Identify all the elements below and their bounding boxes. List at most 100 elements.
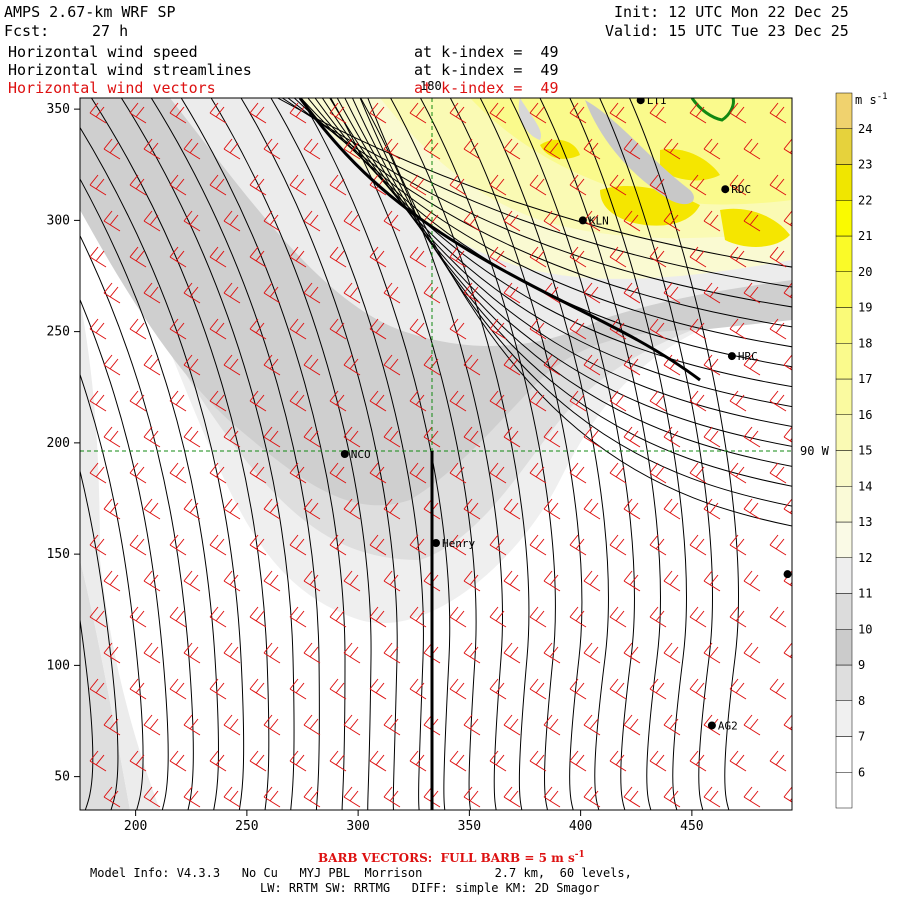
wind-barb xyxy=(343,282,361,304)
wind-barb xyxy=(329,462,347,484)
wind-barb xyxy=(743,642,761,664)
wind-barb xyxy=(409,462,427,484)
wind-barb xyxy=(689,750,707,772)
wind-barb xyxy=(769,606,787,628)
wind-barb xyxy=(609,606,627,628)
wind-barb xyxy=(609,390,627,412)
wind-barb xyxy=(463,138,481,160)
wind-barb xyxy=(369,606,387,628)
wind-barb xyxy=(183,210,201,232)
wind-barb xyxy=(209,750,227,772)
wind-barb xyxy=(129,462,147,484)
wind-barb xyxy=(263,210,281,232)
wind-barb xyxy=(169,462,187,484)
wind-barb xyxy=(383,138,401,160)
wind-barb xyxy=(183,714,201,736)
init-time: Init: 12 UTC Mon 22 Dec 25 xyxy=(614,3,849,21)
wind-barb xyxy=(569,606,587,628)
wind-barb xyxy=(263,138,281,160)
wind-barb xyxy=(649,606,667,628)
wind-barb xyxy=(729,174,747,196)
colorbar-swatch xyxy=(835,128,853,165)
meridian-label: 180 xyxy=(420,79,442,93)
wind-barb xyxy=(449,102,467,124)
wind-barb xyxy=(569,318,587,340)
colorbar-swatch xyxy=(835,271,853,308)
wind-barb xyxy=(729,534,747,556)
wind-barb xyxy=(103,498,121,520)
wind-barb xyxy=(529,462,547,484)
wind-barb xyxy=(249,102,267,124)
wind-barb xyxy=(303,282,321,304)
wind-barb xyxy=(543,138,561,160)
field-name-vectors: Horizontal wind vectors xyxy=(8,79,216,97)
colorbar-level: 18 xyxy=(858,336,872,350)
wind-barb xyxy=(383,498,401,520)
colorbar-level: 7 xyxy=(858,730,865,744)
wind-barb xyxy=(249,246,267,268)
physics-info: LW: RRTM SW: RRTMG DIFF: simple KM: 2D S… xyxy=(260,881,600,895)
wind-barb xyxy=(89,102,107,124)
station-label: HRC xyxy=(738,350,758,363)
colorbar-swatch xyxy=(835,92,853,129)
wind-barb xyxy=(143,426,161,448)
streamline xyxy=(344,98,792,467)
wind-barb xyxy=(583,426,601,448)
wind-barb xyxy=(503,354,521,376)
x-tick-label: 350 xyxy=(458,819,481,834)
wind-barb xyxy=(169,174,187,196)
wind-barb xyxy=(329,750,347,772)
x-axis: 200 250 300 350 400 450 xyxy=(124,810,704,834)
wind-barb xyxy=(329,678,347,700)
wind-barb xyxy=(689,318,707,340)
wind-barb xyxy=(703,570,721,592)
wind-barb xyxy=(623,210,641,232)
wind-barb xyxy=(409,678,427,700)
wind-barb xyxy=(223,714,241,736)
wind-barb xyxy=(369,390,387,412)
wind-barb xyxy=(409,102,427,124)
station-label: KLN xyxy=(589,214,609,227)
wind-barb xyxy=(89,606,107,628)
wind-barb xyxy=(183,498,201,520)
wind-barb xyxy=(249,606,267,628)
wind-barb xyxy=(369,678,387,700)
colorbar-swatch xyxy=(835,200,853,237)
wind-barb xyxy=(689,534,707,556)
wind-barb xyxy=(503,282,521,304)
wind-barb xyxy=(623,282,641,304)
wind-barb xyxy=(703,354,721,376)
wind-barb xyxy=(103,786,121,808)
wind-barb xyxy=(649,318,667,340)
colorbar-level: 11 xyxy=(858,587,872,601)
wind-barb xyxy=(743,570,761,592)
wind-barb xyxy=(503,138,521,160)
wind-barb xyxy=(583,714,601,736)
wind-barb xyxy=(649,462,667,484)
wind-barb xyxy=(529,390,547,412)
wind-barb xyxy=(543,570,561,592)
wind-barb xyxy=(569,246,587,268)
wind-barb xyxy=(743,354,761,376)
wind-barb xyxy=(769,678,787,700)
wind-barb xyxy=(129,606,147,628)
wind-barb xyxy=(489,246,507,268)
wind-barb xyxy=(129,390,147,412)
wind-barb xyxy=(423,354,441,376)
wind-barb xyxy=(489,462,507,484)
colorbar-level: 9 xyxy=(858,658,865,672)
wind-barb xyxy=(263,714,281,736)
wind-barb xyxy=(223,570,241,592)
wind-barb xyxy=(343,210,361,232)
wind-barb xyxy=(743,210,761,232)
wind-barb xyxy=(183,354,201,376)
wind-barb xyxy=(743,138,761,160)
wind-barb xyxy=(183,786,201,808)
cross-section-curve xyxy=(298,98,701,382)
wind-barb xyxy=(143,138,161,160)
speed-patch-bright-3 xyxy=(660,149,720,181)
wind-barb xyxy=(143,498,161,520)
wind-barb xyxy=(329,534,347,556)
wind-barb xyxy=(543,210,561,232)
barb-legend-exp: -1 xyxy=(574,850,585,860)
